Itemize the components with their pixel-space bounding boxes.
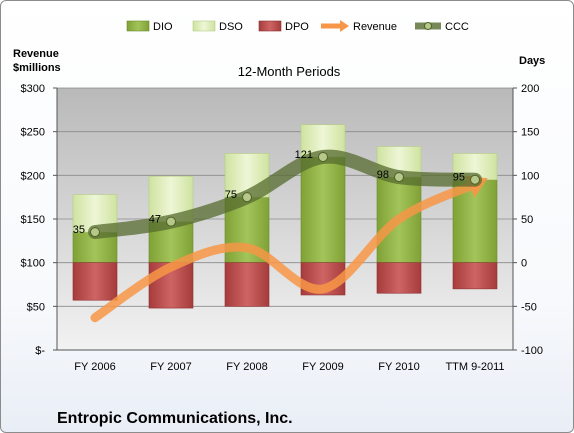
left-axis-label-line2: $millions bbox=[13, 62, 61, 74]
dio-bar bbox=[300, 156, 346, 263]
right-axis-label: Days bbox=[519, 55, 545, 67]
ccc-marker bbox=[470, 174, 480, 185]
legend-label-ccc: CCC bbox=[445, 21, 469, 33]
x-tick-label: FY 2007 bbox=[150, 361, 191, 373]
ccc-data-label: 98 bbox=[377, 169, 389, 181]
left-axis-label-line1: Revenue bbox=[13, 48, 59, 60]
left-tick-label: $100 bbox=[21, 258, 45, 270]
dpo-bar bbox=[376, 262, 422, 294]
left-tick-label: $50 bbox=[27, 301, 45, 313]
ccc-marker bbox=[90, 227, 100, 238]
x-tick-label: FY 2008 bbox=[226, 361, 267, 373]
left-tick-label: $300 bbox=[21, 83, 45, 95]
right-tick-label: 200 bbox=[521, 83, 539, 95]
ccc-marker bbox=[318, 151, 328, 162]
ccc-data-label: 35 bbox=[73, 224, 85, 236]
left-tick-label: $200 bbox=[21, 170, 45, 182]
ccc-data-label: 47 bbox=[149, 214, 161, 226]
ccc-marker bbox=[394, 172, 404, 183]
legend-swatch-dso bbox=[192, 20, 216, 32]
x-tick-label: FY 2010 bbox=[378, 361, 419, 373]
right-tick-label: 0 bbox=[521, 258, 527, 270]
right-tick-label: 100 bbox=[521, 170, 539, 182]
x-tick-label: FY 2006 bbox=[74, 361, 115, 373]
right-tick-label: -100 bbox=[521, 345, 543, 357]
ccc-data-label: 95 bbox=[453, 172, 465, 184]
legend-swatch-dio bbox=[126, 20, 150, 32]
x-tick-label: FY 2009 bbox=[302, 361, 343, 373]
legend-label-dso: DSO bbox=[219, 21, 243, 33]
ccc-marker bbox=[242, 192, 252, 203]
legend-swatch-dpo bbox=[258, 20, 282, 32]
dpo-bar bbox=[224, 262, 270, 307]
dpo-bar bbox=[452, 262, 498, 290]
left-tick-label: $250 bbox=[21, 127, 45, 139]
right-tick-label: 50 bbox=[521, 214, 533, 226]
left-tick-label: $150 bbox=[21, 214, 45, 226]
company-name: Entropic Communications, Inc. bbox=[57, 410, 293, 427]
legend: DIO DSO DPO Revenue CCC bbox=[126, 20, 469, 33]
axes: $- $50 $100 $150 $200 $250 $300 -100 -50 0 50 100 15… bbox=[21, 83, 544, 373]
ccc-marker bbox=[166, 216, 176, 227]
legend-label-dio: DIO bbox=[153, 21, 173, 33]
line-series: 35 47 75 121 98 95 bbox=[73, 149, 488, 323]
revenue-line bbox=[90, 179, 480, 323]
legend-marker-ccc bbox=[424, 22, 432, 30]
ccc-data-label: 75 bbox=[225, 189, 237, 201]
x-tick-label: TTM 9-2011 bbox=[445, 361, 504, 373]
dpo-bar bbox=[72, 262, 118, 301]
right-tick-label: -50 bbox=[521, 301, 537, 313]
legend-arrowhead-revenue bbox=[340, 20, 349, 32]
ccc-data-label: 121 bbox=[295, 149, 313, 161]
right-tick-label: 150 bbox=[521, 127, 539, 139]
legend-label-revenue: Revenue bbox=[353, 21, 397, 33]
legend-label-dpo: DPO bbox=[285, 21, 309, 33]
chart-title: 12-Month Periods bbox=[238, 64, 341, 79]
left-tick-label: $- bbox=[35, 345, 45, 357]
